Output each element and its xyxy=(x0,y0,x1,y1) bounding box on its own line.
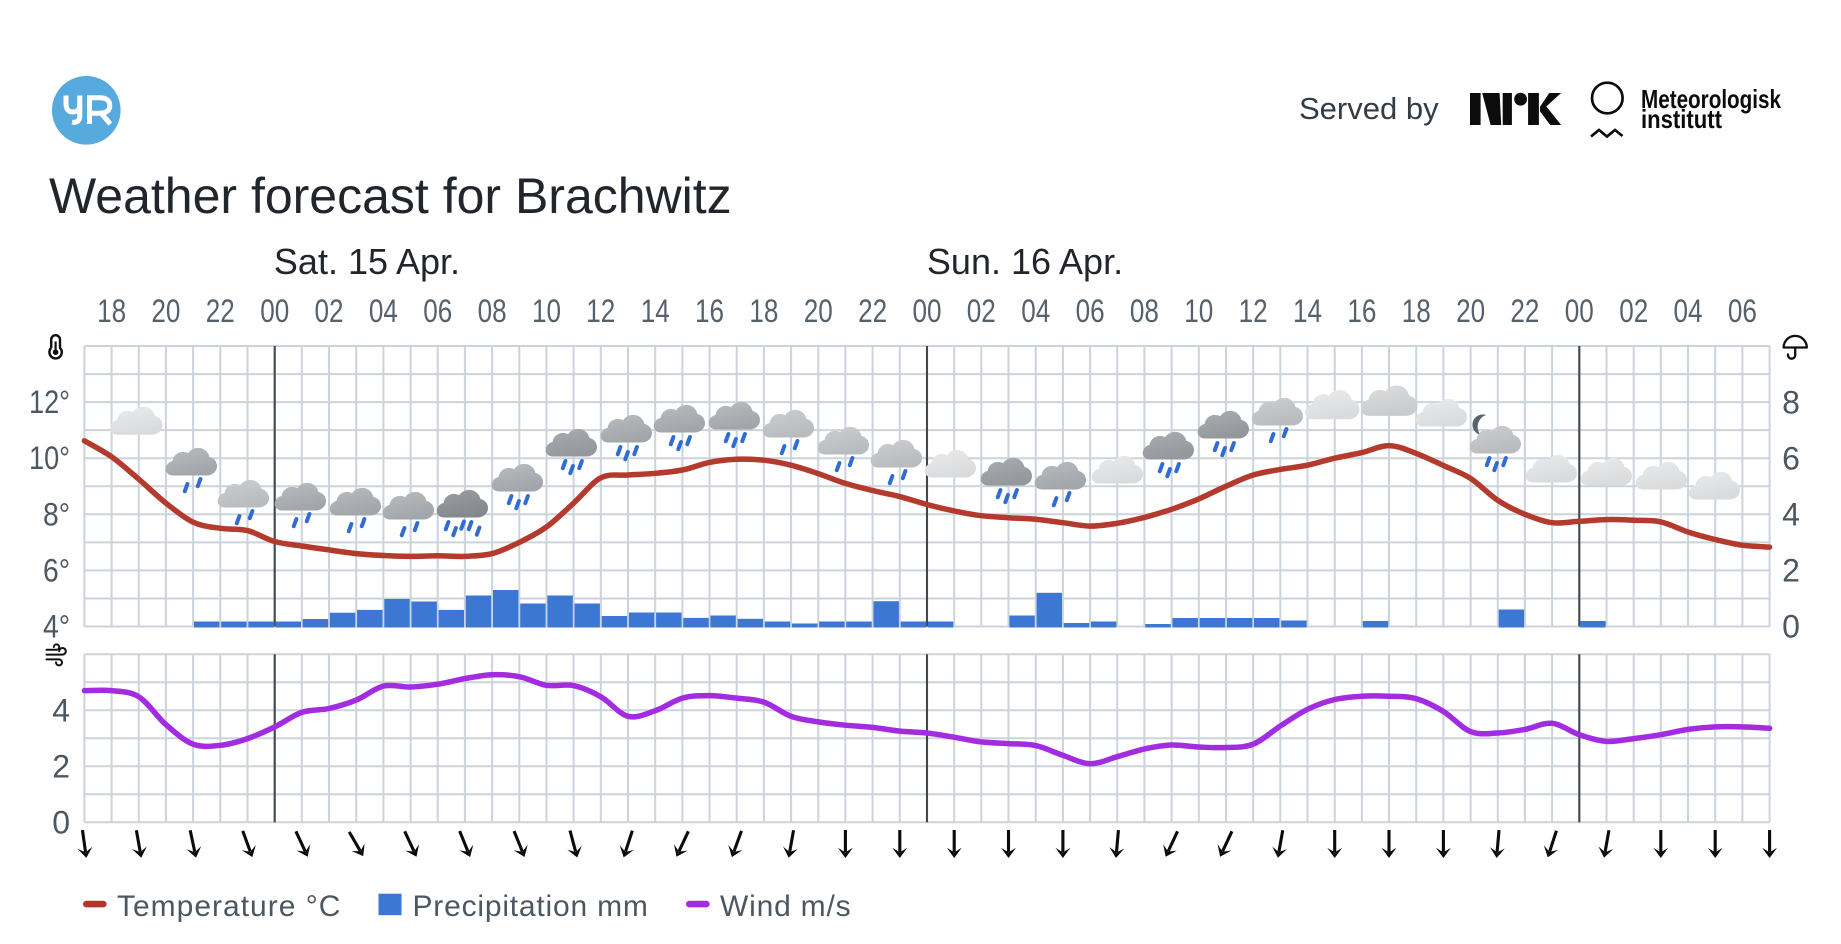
svg-text:04: 04 xyxy=(1674,293,1703,329)
svg-text:4: 4 xyxy=(1782,497,1800,533)
svg-text:Temperature °C: Temperature °C xyxy=(117,890,341,923)
svg-text:10: 10 xyxy=(1184,293,1213,329)
svg-text:6: 6 xyxy=(1782,441,1800,477)
svg-text:Sun. 16 Apr.: Sun. 16 Apr. xyxy=(927,241,1123,282)
svg-text:2: 2 xyxy=(52,749,70,785)
svg-text:8: 8 xyxy=(1782,385,1800,421)
svg-text:06: 06 xyxy=(1728,293,1757,329)
svg-text:22: 22 xyxy=(858,293,887,329)
svg-text:20: 20 xyxy=(804,293,833,329)
svg-text:4°: 4° xyxy=(43,609,70,645)
svg-text:8°: 8° xyxy=(43,496,70,532)
svg-text:00: 00 xyxy=(260,293,289,329)
svg-text:06: 06 xyxy=(1076,293,1105,329)
svg-text:02: 02 xyxy=(315,293,344,329)
svg-text:12°: 12° xyxy=(29,384,70,420)
svg-text:16: 16 xyxy=(695,293,724,329)
svg-text:Served by: Served by xyxy=(1299,91,1439,126)
svg-text:institutt: institutt xyxy=(1641,104,1722,134)
svg-text:16: 16 xyxy=(1347,293,1376,329)
svg-text:20: 20 xyxy=(151,293,180,329)
svg-text:14: 14 xyxy=(641,293,670,329)
svg-text:00: 00 xyxy=(913,293,942,329)
svg-text:0: 0 xyxy=(52,804,70,840)
svg-text:08: 08 xyxy=(478,293,507,329)
svg-text:6°: 6° xyxy=(43,552,70,588)
svg-text:18: 18 xyxy=(749,293,778,329)
svg-text:Meteorologisk: Meteorologisk xyxy=(1641,84,1781,114)
svg-text:06: 06 xyxy=(423,293,452,329)
svg-text:04: 04 xyxy=(1021,293,1050,329)
svg-text:22: 22 xyxy=(206,293,235,329)
svg-text:Weather forecast for Brachwitz: Weather forecast for Brachwitz xyxy=(49,168,732,224)
svg-text:02: 02 xyxy=(967,293,996,329)
svg-text:22: 22 xyxy=(1510,293,1539,329)
svg-text:0: 0 xyxy=(1782,609,1800,645)
svg-text:4: 4 xyxy=(52,693,70,729)
svg-text:12: 12 xyxy=(586,293,615,329)
svg-text:18: 18 xyxy=(1402,293,1431,329)
svg-text:Wind m/s: Wind m/s xyxy=(720,890,851,923)
svg-text:04: 04 xyxy=(369,293,398,329)
svg-text:12: 12 xyxy=(1239,293,1268,329)
svg-text:20: 20 xyxy=(1456,293,1485,329)
svg-text:Precipitation mm: Precipitation mm xyxy=(413,890,649,923)
svg-text:10: 10 xyxy=(532,293,561,329)
svg-text:18: 18 xyxy=(97,293,126,329)
svg-text:2: 2 xyxy=(1782,553,1800,589)
svg-text:Sat. 15 Apr.: Sat. 15 Apr. xyxy=(274,241,460,282)
svg-text:08: 08 xyxy=(1130,293,1159,329)
svg-text:14: 14 xyxy=(1293,293,1322,329)
svg-text:02: 02 xyxy=(1619,293,1648,329)
svg-text:00: 00 xyxy=(1565,293,1594,329)
svg-text:10°: 10° xyxy=(29,440,70,476)
